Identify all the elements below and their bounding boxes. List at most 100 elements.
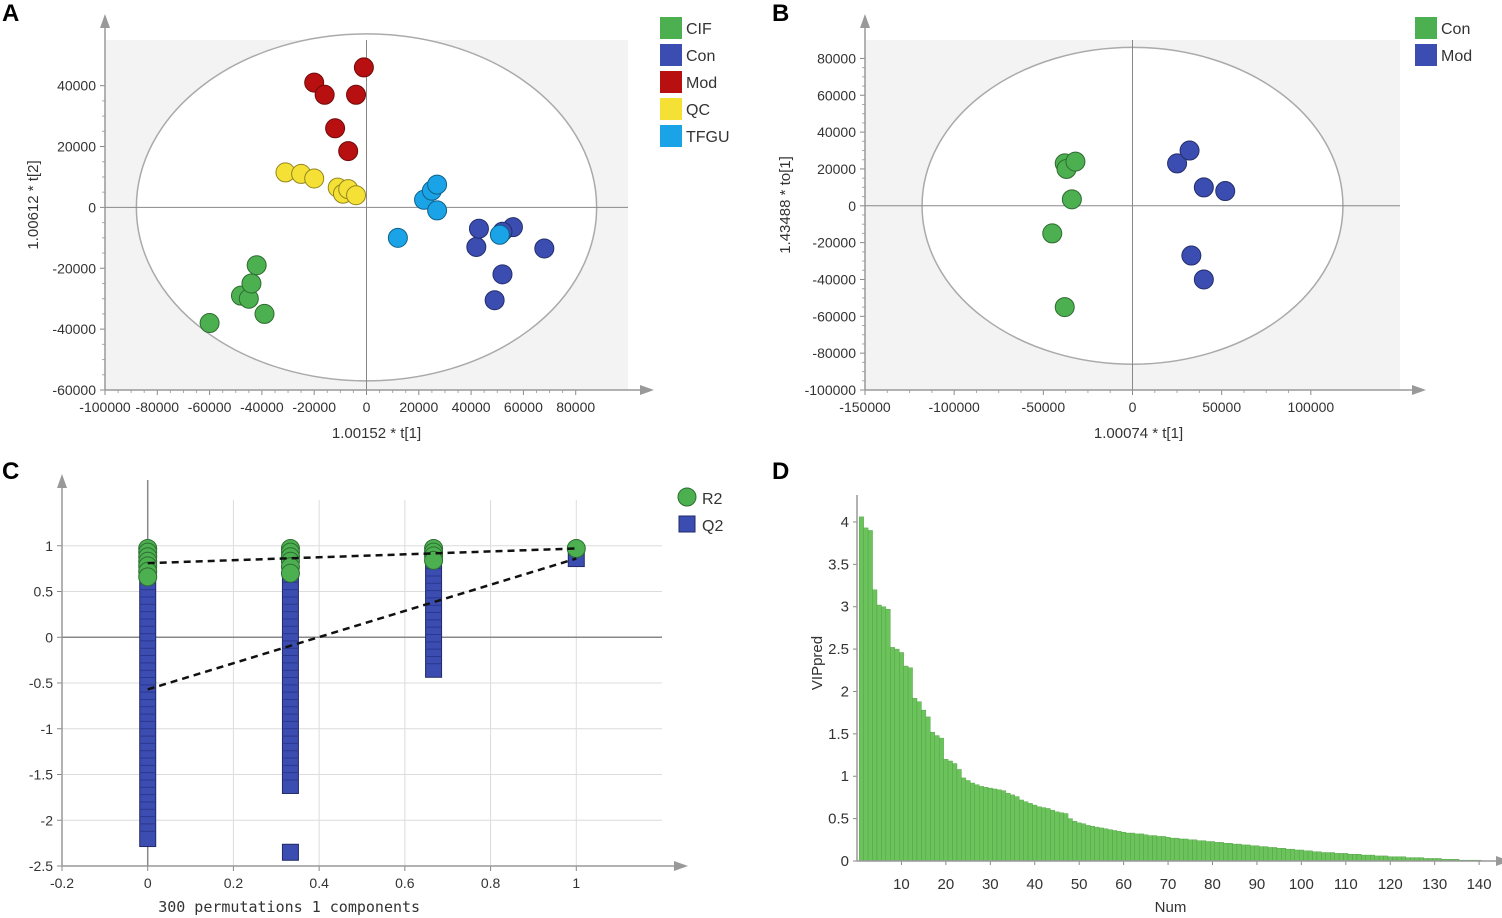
vip-bar: [925, 716, 931, 862]
vip-bar: [996, 789, 1002, 862]
x-axis-arrow: [640, 385, 654, 395]
vip-bar: [1365, 854, 1371, 862]
q2-point: [281, 843, 299, 861]
vip-bar: [952, 763, 958, 862]
vip-bar: [1330, 852, 1335, 862]
vip-bar: [1258, 846, 1264, 862]
y-tick-label: 20000: [57, 139, 96, 155]
legend-swatch-tfgu: [660, 125, 682, 147]
point-con: [492, 264, 513, 285]
vip-bar: [1254, 845, 1260, 862]
y-tick-label: -1.5: [29, 767, 53, 783]
vip-bar: [1112, 830, 1118, 862]
x-axis-title: 1.00074 * t[1]: [1094, 425, 1183, 442]
vip-bar: [1343, 853, 1349, 862]
x-tick-label: 110: [1334, 876, 1358, 893]
x-tick-label: 100: [1289, 876, 1314, 893]
x-tick-label: 30: [982, 876, 999, 893]
y-tick-label: 3.5: [828, 556, 849, 573]
vip-bar: [1294, 849, 1300, 862]
point-qc: [304, 168, 325, 189]
point-mod: [1179, 140, 1200, 161]
vip-bar: [970, 782, 975, 862]
point-con: [1061, 189, 1082, 210]
vip-bar: [1383, 855, 1389, 862]
point-con: [484, 290, 505, 311]
y-axis-arrow: [57, 474, 67, 488]
x-axis-arrow: [1496, 856, 1502, 866]
vip-bar: [1316, 851, 1322, 862]
vip-bar: [965, 780, 971, 862]
x-tick-label: 80: [1204, 876, 1221, 893]
r2-point: [566, 538, 586, 558]
vip-bar: [947, 760, 953, 862]
panel-d-letter: D: [772, 458, 790, 485]
y-axis-arrow: [100, 14, 110, 28]
legend-label-qc: QC: [686, 102, 710, 119]
y-tick-label: 40000: [57, 78, 96, 94]
x-tick-label: 100000: [1287, 399, 1334, 415]
vip-bar: [1307, 850, 1313, 862]
vip-bar: [907, 667, 913, 862]
x-tick-label: -40000: [240, 399, 284, 415]
y-tick-label: 80000: [817, 50, 856, 66]
x-tick-label: 70: [1160, 876, 1177, 893]
regression-line-q2: [147, 557, 577, 691]
point-tfgu: [387, 227, 408, 248]
point-cif: [254, 303, 275, 324]
y-tick-label: -100000: [805, 382, 857, 398]
vip-bar: [1250, 845, 1255, 862]
vip-bar: [1347, 854, 1353, 862]
vip-bar: [1267, 847, 1273, 862]
vip-bar: [1032, 804, 1038, 862]
vip-bar: [890, 647, 895, 862]
vip-bar: [1116, 831, 1122, 862]
vip-bar: [916, 701, 922, 862]
vip-bar: [1196, 840, 1202, 862]
vip-bar: [1023, 801, 1029, 862]
vip-bar: [1214, 842, 1220, 862]
vip-bar: [859, 516, 864, 862]
point-qc: [346, 185, 367, 206]
vip-bar: [1161, 836, 1167, 862]
y-tick-label: 40000: [817, 124, 856, 140]
point-tfgu: [427, 174, 448, 195]
legend-swatch-mod: [660, 71, 682, 93]
vip-bar: [956, 769, 962, 862]
x-tick-label: -50000: [1022, 399, 1066, 415]
vip-bar: [1041, 807, 1047, 862]
point-con: [1065, 151, 1086, 172]
legend-swatch-mod: [1415, 44, 1437, 66]
vip-bar: [1303, 850, 1309, 862]
vip-bar: [1107, 829, 1113, 862]
q2-column: [425, 552, 443, 678]
legend-swatch-con: [660, 44, 682, 66]
vip-bar: [992, 788, 998, 862]
vip-bar: [943, 759, 949, 862]
point-cif: [246, 255, 267, 276]
vip-bar: [1276, 848, 1282, 862]
r2-point: [424, 550, 444, 570]
point-con: [1054, 297, 1075, 318]
x-tick-label: 90: [1249, 876, 1266, 893]
y-tick-label: -80000: [812, 345, 856, 361]
vip-bar: [1045, 808, 1051, 862]
y-axis-title: 1.43488 * to[1]: [777, 156, 794, 254]
x-tick-label: 0: [363, 399, 371, 415]
y-tick-label: -2: [41, 812, 54, 828]
point-mod: [1193, 269, 1214, 290]
x-tick-label: -60000: [188, 399, 232, 415]
point-tfgu: [489, 224, 510, 245]
vip-bar: [939, 737, 944, 862]
legend-swatch-q2: [678, 515, 696, 533]
x-tick-label: 40: [1026, 876, 1043, 893]
vip-bar: [1010, 794, 1015, 862]
legend-label-mod: Mod: [1441, 48, 1472, 65]
y-tick-label: -60000: [812, 308, 856, 324]
r2-point: [138, 567, 158, 587]
y-tick-label: 0: [841, 853, 849, 870]
y-tick-label: 1: [841, 768, 849, 785]
vip-bar: [1103, 828, 1109, 862]
point-mod: [314, 84, 335, 105]
vip-bar: [1378, 855, 1384, 862]
